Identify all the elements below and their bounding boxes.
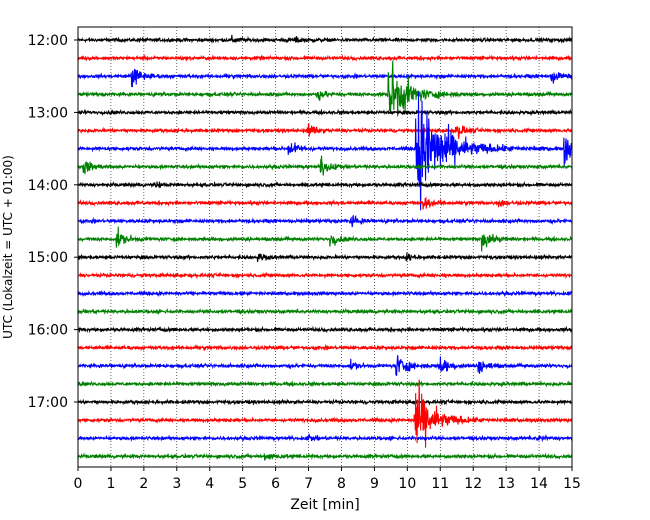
trace-line-19	[77, 379, 573, 388]
x-tick-label: 10	[398, 476, 416, 492]
x-tick-label: 5	[238, 476, 247, 492]
trace-line-2	[77, 68, 573, 88]
y-axis-ticks: 12:00 13:00 14:00 15:00 16:00 17:00	[28, 33, 78, 411]
trace-line-9	[77, 196, 573, 210]
trace-line-7	[77, 155, 573, 176]
trace-line-15	[77, 307, 573, 316]
plot-frame	[77, 26, 573, 468]
trace-line-12	[77, 252, 573, 262]
trace-line-8	[77, 180, 573, 189]
trace-line-16	[77, 325, 573, 334]
x-tick-label: 15	[563, 476, 581, 492]
trace-line-14	[77, 289, 573, 298]
trace-line-17	[77, 343, 573, 352]
trace-line-11	[77, 226, 573, 252]
x-tick-label: 9	[370, 476, 379, 492]
x-tick-label: 4	[205, 476, 214, 492]
trace-line-21	[77, 379, 573, 448]
x-tick-label: 7	[304, 476, 313, 492]
grid-lines	[110, 27, 540, 467]
trace-line-0	[77, 34, 573, 44]
trace-line-5	[77, 122, 573, 140]
trace-line-20	[77, 398, 573, 406]
trace-line-18	[77, 355, 573, 376]
x-tick-label: 8	[337, 476, 346, 492]
trace-line-3	[77, 60, 573, 117]
y-axis-label: UTC (Lokalzeit = UTC + 01:00)	[1, 155, 15, 339]
x-tick-label: 3	[172, 476, 181, 492]
x-tick-label: 14	[530, 476, 548, 492]
trace-line-23	[77, 452, 573, 461]
trace-line-13	[77, 271, 573, 280]
y-tick-label: 12:00	[28, 33, 68, 49]
trace-line-6	[77, 91, 573, 211]
x-axis-label: Zeit [min]	[290, 497, 359, 513]
y-tick-label: 14:00	[28, 178, 68, 194]
seismic-traces	[77, 34, 573, 461]
x-tick-label: 2	[139, 476, 148, 492]
trace-line-4	[77, 108, 573, 117]
x-tick-label: 11	[431, 476, 449, 492]
x-tick-label: 0	[74, 476, 83, 492]
trace-line-22	[77, 433, 573, 443]
x-axis-ticks: 0 1 2 3 4 5 6 7 8 9 10 11 12 13 14 15	[74, 467, 581, 492]
trace-line-10	[77, 214, 573, 228]
y-tick-label: 15:00	[28, 250, 68, 266]
x-tick-label: 1	[106, 476, 115, 492]
x-tick-label: 12	[464, 476, 482, 492]
y-tick-label: 13:00	[28, 105, 68, 121]
x-tick-label: 13	[497, 476, 515, 492]
x-tick-label: 6	[271, 476, 280, 492]
y-tick-label: 17:00	[28, 395, 68, 411]
y-tick-label: 16:00	[28, 323, 68, 339]
trace-line-1	[77, 54, 573, 63]
